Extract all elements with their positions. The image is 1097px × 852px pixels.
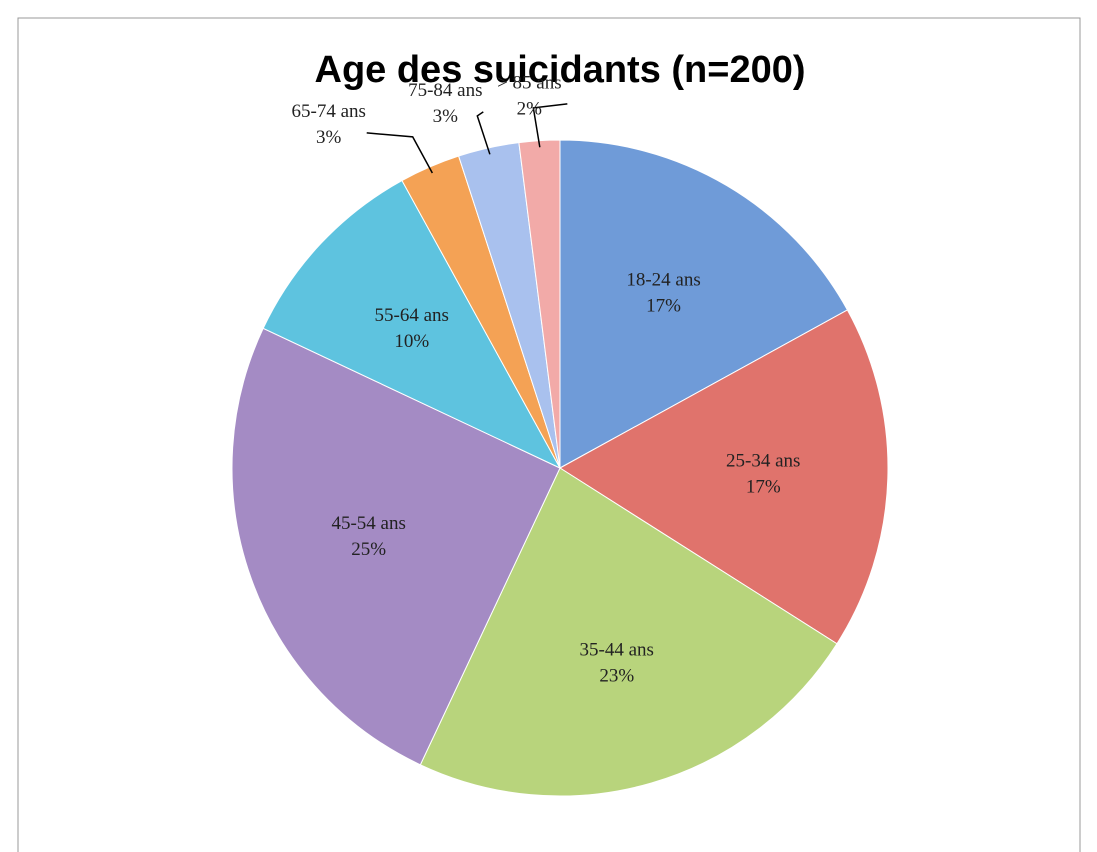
- slice-value-label: 2%: [517, 98, 543, 119]
- pie-slice: [559, 139, 849, 469]
- slice-label: > 85 ans: [497, 72, 562, 93]
- slice-label: 35-44 ans: [580, 640, 654, 661]
- pie-slice: [262, 179, 562, 470]
- slice-value-label: 3%: [433, 106, 459, 127]
- leader-line: [476, 111, 491, 155]
- slice-label: 65-74 ans: [292, 101, 366, 122]
- slice-label: 55-64 ans: [375, 305, 449, 326]
- pie-slice: [419, 467, 838, 797]
- slice-value-label: 17%: [646, 295, 681, 316]
- pie-slice: [231, 327, 561, 766]
- leader-line: [532, 103, 568, 148]
- slice-label: 18-24 ans: [626, 269, 700, 290]
- slice-label: 25-34 ans: [726, 451, 800, 472]
- leader-line: [366, 132, 433, 174]
- pie-slice: [559, 309, 889, 645]
- slice-label: 75-84 ans: [408, 80, 482, 101]
- slice-value-label: 10%: [394, 331, 429, 352]
- chart-title: Age des suicidants (n=200): [315, 49, 806, 91]
- slice-label: 45-54 ans: [331, 513, 405, 534]
- slice-value-label: 25%: [351, 539, 386, 560]
- slice-value-label: 17%: [746, 477, 781, 498]
- slice-value-label: 23%: [599, 666, 634, 687]
- slice-value-label: 3%: [316, 127, 342, 148]
